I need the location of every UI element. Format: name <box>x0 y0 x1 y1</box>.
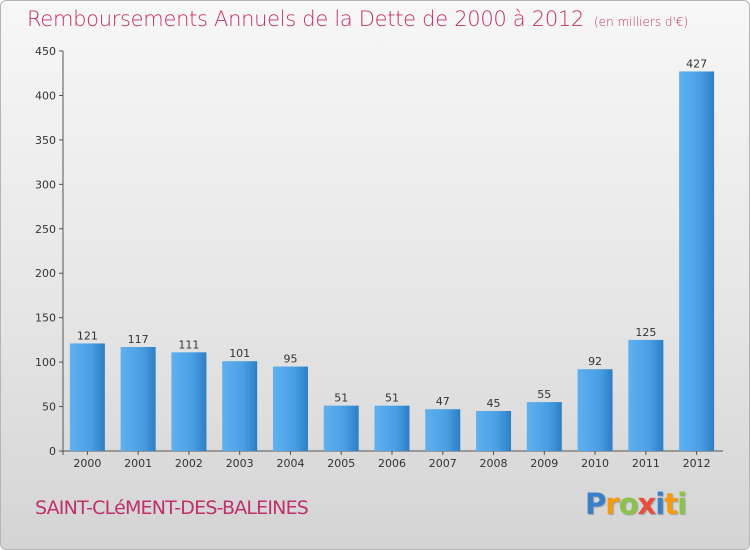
chart-bars: 121 117 111 101 95 51 51 47 45 55 92 125 427 <box>69 57 715 451</box>
y-tick-label: 200 <box>35 267 56 280</box>
y-tick-label: 100 <box>35 356 56 369</box>
x-tick-label-2002: 2002 <box>175 457 203 470</box>
logo-letter: x <box>637 487 657 521</box>
data-label-2000: 121 <box>77 329 98 342</box>
x-tick-label-2006: 2006 <box>378 457 406 470</box>
data-label-2011: 125 <box>635 326 656 339</box>
chart-title: Remboursements Annuels de la Dette de 20… <box>27 7 688 31</box>
x-tick-label-2003: 2003 <box>226 457 254 470</box>
logo-letter: o <box>618 487 639 521</box>
y-tick-label: 350 <box>35 134 56 147</box>
bar-2000 <box>69 343 105 451</box>
bar-2007 <box>425 409 461 451</box>
y-tick-label: 300 <box>35 178 56 191</box>
data-label-2012: 427 <box>686 57 707 70</box>
bar-2003 <box>222 361 258 451</box>
bar-2002 <box>171 352 207 451</box>
bar-2010 <box>577 369 613 451</box>
bar-2006 <box>374 405 410 451</box>
y-tick-label: 250 <box>35 223 56 236</box>
logo-letter: r <box>605 487 619 521</box>
proxiti-logo: Proxiti <box>585 487 687 521</box>
data-label-2001: 117 <box>128 333 149 346</box>
logo-letter: i <box>677 487 687 521</box>
logo-letter: i <box>655 487 665 521</box>
data-label-2007: 47 <box>436 395 450 408</box>
chart-axes: 0 50 100 150 200 250 300 350 400 450 2000 2001 2002 2… <box>35 45 723 470</box>
data-label-2002: 111 <box>178 338 199 351</box>
x-tick-label-2009: 2009 <box>530 457 558 470</box>
bar-2012 <box>679 71 715 451</box>
data-label-2005: 51 <box>334 392 348 405</box>
bar-2009 <box>526 402 562 451</box>
logo-letter: P <box>585 487 606 521</box>
x-tick-label-2004: 2004 <box>276 457 304 470</box>
data-label-2009: 55 <box>537 388 551 401</box>
bar-2011 <box>628 339 664 451</box>
bar-2001 <box>120 347 156 451</box>
data-label-2008: 45 <box>487 397 501 410</box>
data-label-2006: 51 <box>385 392 399 405</box>
y-tick-label: 50 <box>42 401 56 414</box>
commune-name: SAINT-CLéMENT-DES-BALEINES <box>35 497 309 519</box>
chart-unit: (en milliers d'€) <box>594 15 689 29</box>
y-tick-label: 150 <box>35 312 56 325</box>
x-tick-label-2008: 2008 <box>480 457 508 470</box>
x-tick-label-2000: 2000 <box>73 457 101 470</box>
data-label-2004: 95 <box>283 353 297 366</box>
logo-letter: t <box>664 487 678 521</box>
chart-title-text: Remboursements Annuels de la Dette de 20… <box>27 7 584 31</box>
bar-2008 <box>476 411 512 451</box>
x-tick-label-2001: 2001 <box>124 457 152 470</box>
data-label-2003: 101 <box>229 347 250 360</box>
x-tick-label-2012: 2012 <box>683 457 711 470</box>
y-tick-label: 0 <box>49 445 56 458</box>
bar-2005 <box>323 405 359 451</box>
data-label-2010: 92 <box>588 355 602 368</box>
x-tick-label-2010: 2010 <box>581 457 609 470</box>
y-tick-label: 450 <box>35 45 56 58</box>
y-tick-label: 400 <box>35 89 56 102</box>
x-tick-label-2011: 2011 <box>632 457 660 470</box>
x-tick-label-2005: 2005 <box>327 457 355 470</box>
bar-2004 <box>272 366 308 451</box>
x-tick-label-2007: 2007 <box>429 457 457 470</box>
